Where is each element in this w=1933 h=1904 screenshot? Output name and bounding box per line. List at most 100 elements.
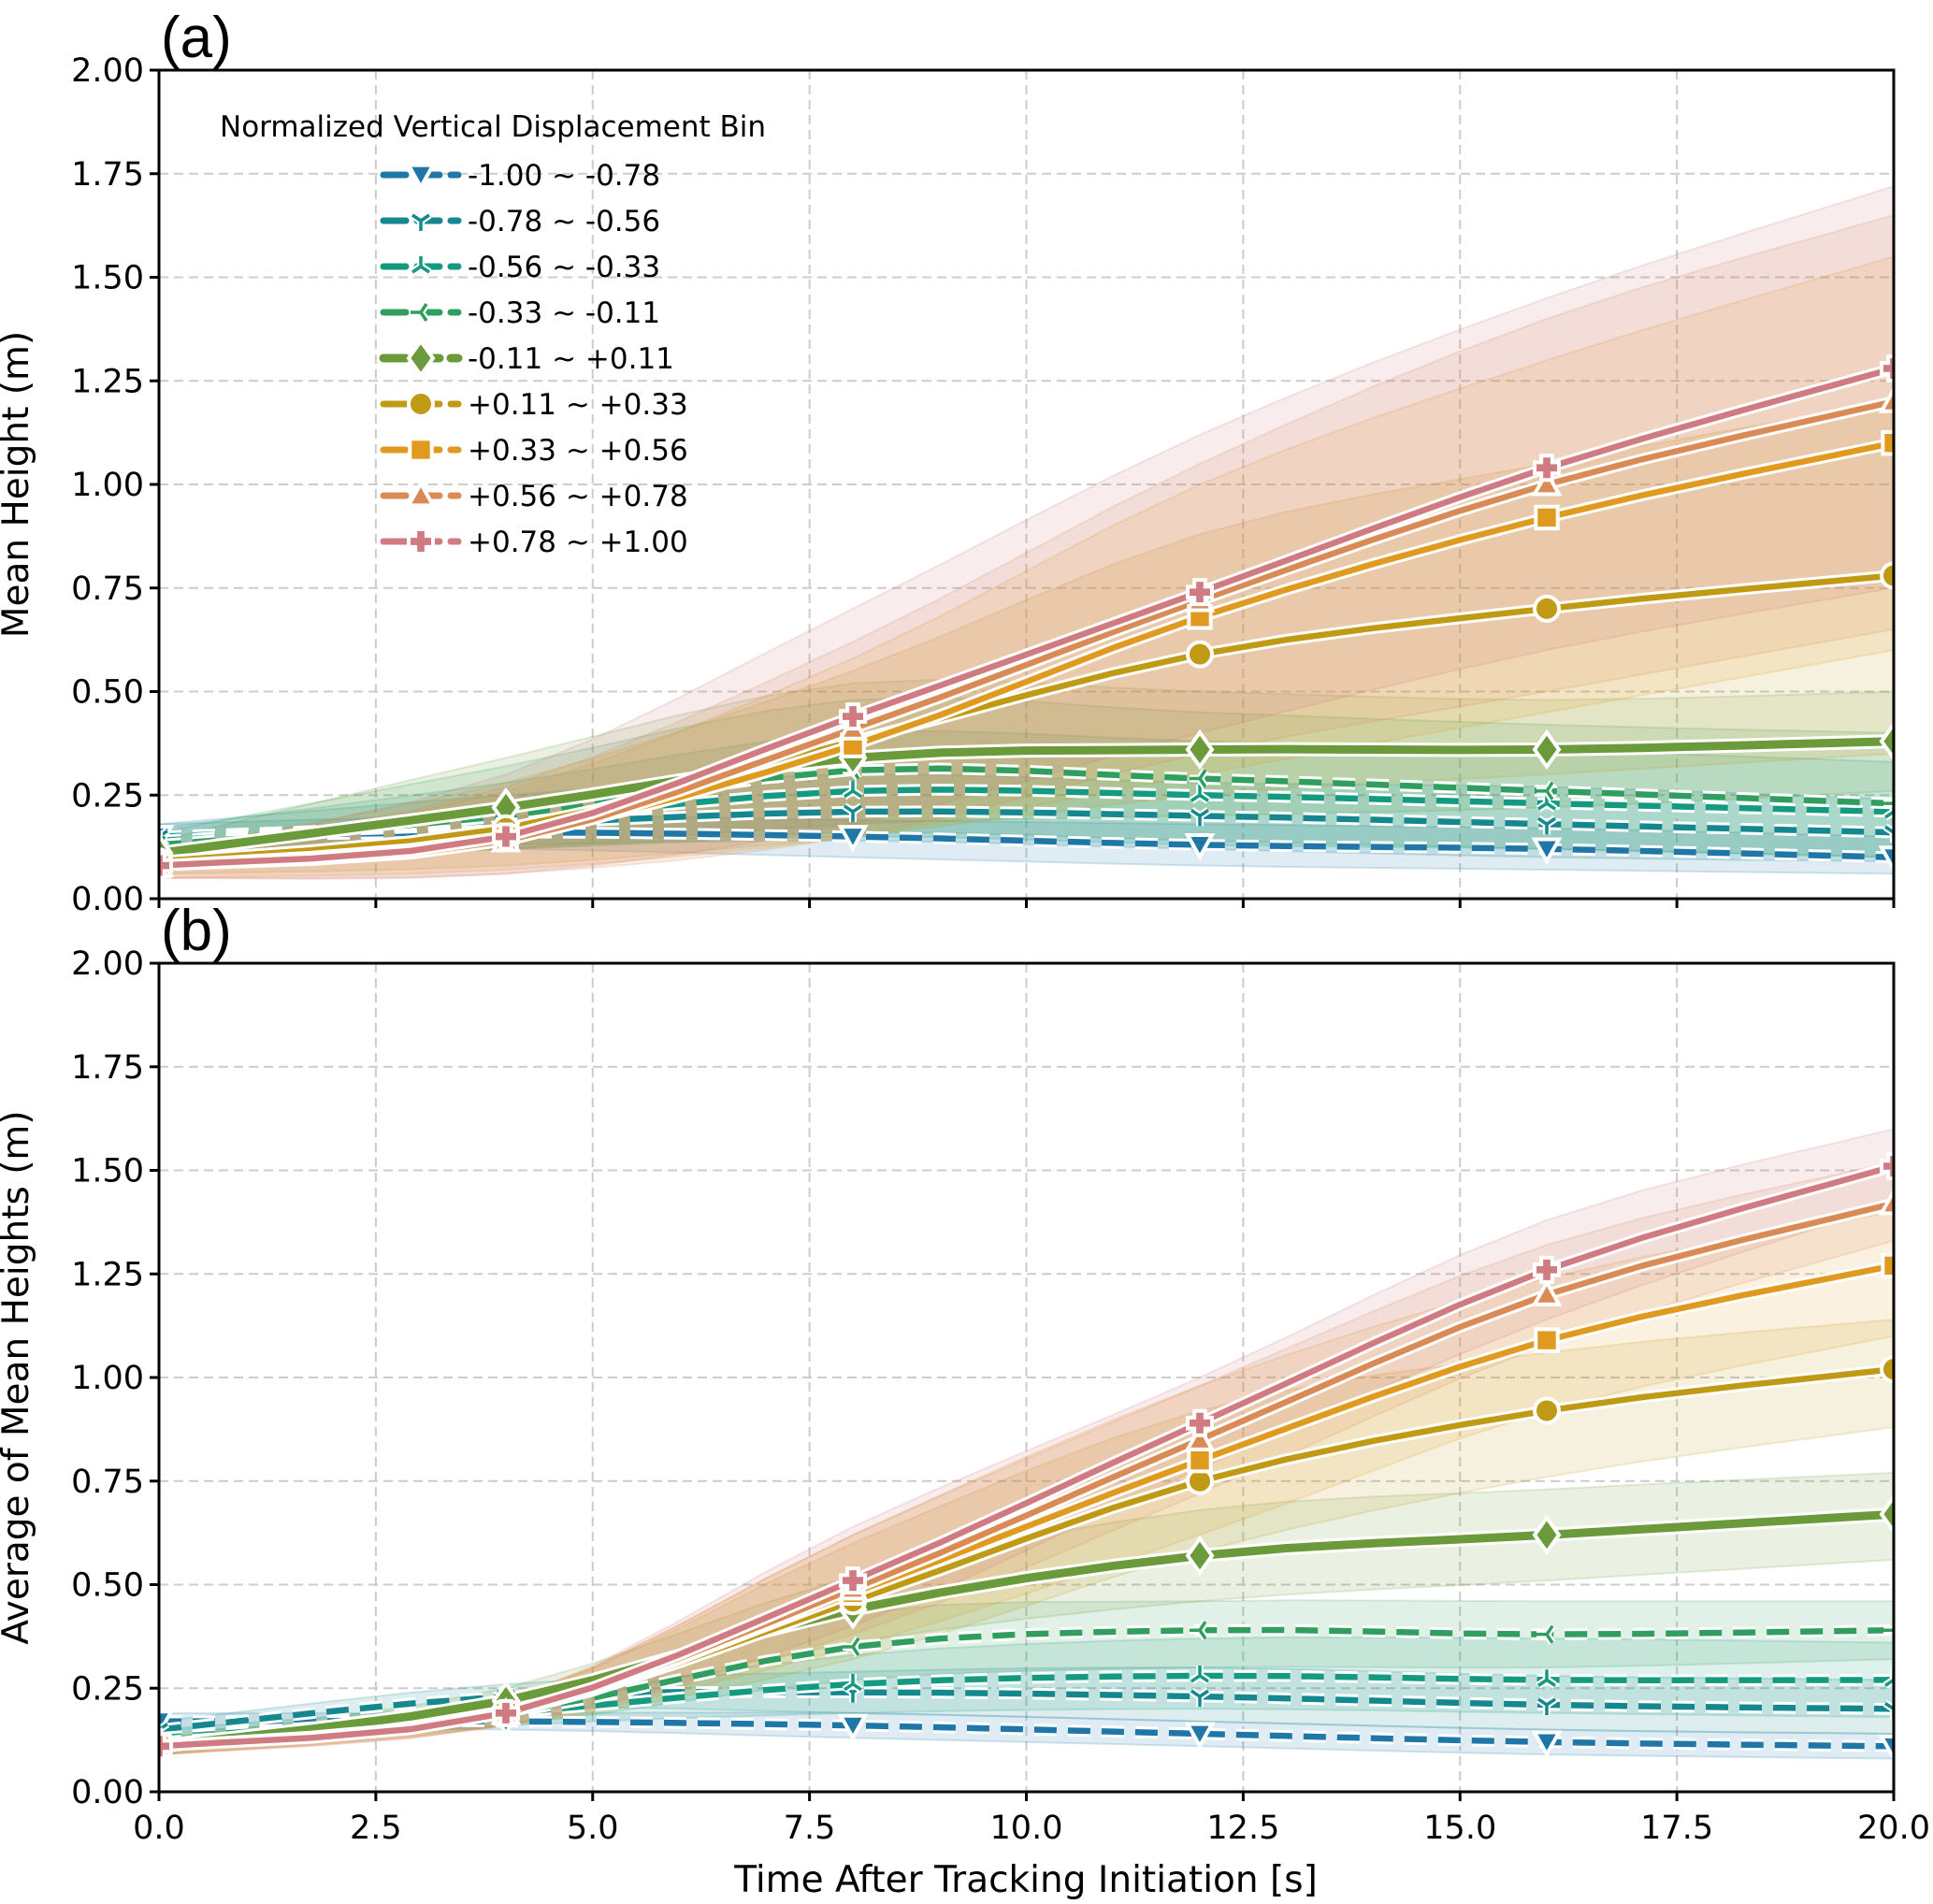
y-axis-label: Average of Mean Heights (m)	[0, 1110, 37, 1644]
data-point	[1880, 1152, 1894, 1181]
data-point	[1878, 1187, 1894, 1216]
y-tick-label: 1.50	[71, 1153, 144, 1190]
legend-label: -0.11 ~ +0.11	[468, 342, 674, 376]
legend-item: -0.56 ~ -0.33	[380, 251, 660, 284]
legend-marker	[407, 390, 435, 418]
data-point	[1533, 1255, 1561, 1284]
y-tick-label: 1.75	[71, 1049, 144, 1087]
series-line	[159, 1509, 1894, 1751]
legend-title: Normalized Vertical Displacement Bin	[220, 110, 766, 144]
legend-label: -1.00 ~ -0.78	[468, 159, 660, 193]
data-point	[1533, 594, 1561, 623]
x-tick-label: 10.0	[990, 1810, 1063, 1847]
legend-marker	[410, 256, 432, 276]
y-tick-label: 0.50	[71, 1567, 144, 1605]
legend-marker	[410, 211, 432, 231]
plot-area	[159, 184, 1894, 880]
y-tick-label: 2.00	[71, 945, 144, 983]
y-tick-label: 1.75	[71, 156, 144, 194]
data-point	[1880, 1355, 1894, 1384]
plot-area	[159, 1128, 1894, 1767]
data-point	[842, 802, 864, 822]
series-line	[159, 737, 1894, 858]
legend-item: -0.33 ~ -0.11	[380, 296, 660, 330]
data-point	[1531, 1730, 1563, 1758]
legend-item: -0.11 ~ +0.11	[379, 338, 674, 379]
legend-label: +0.33 ~ +0.56	[468, 434, 688, 468]
data-point	[1534, 504, 1560, 531]
data-point	[159, 1732, 173, 1761]
legend-item: -1.00 ~ -0.78	[380, 159, 660, 193]
data-point	[1186, 578, 1214, 607]
data-point	[1881, 1252, 1894, 1279]
legend-item: +0.56 ~ +0.78	[380, 479, 688, 513]
legend-label: -0.56 ~ -0.33	[468, 251, 660, 284]
data-point	[1185, 728, 1215, 771]
data-point	[1536, 1695, 1558, 1715]
legend-label: +0.78 ~ +1.00	[468, 526, 688, 559]
data-point	[1879, 721, 1894, 762]
legend-marker	[411, 301, 430, 324]
legend-item: +0.11 ~ +0.33	[380, 388, 688, 422]
data-point	[1536, 815, 1558, 835]
x-tick-label: 5.0	[567, 1810, 619, 1847]
y-tick-label: 1.50	[71, 260, 144, 297]
legend-marker	[408, 437, 434, 463]
y-tick-label: 0.00	[71, 881, 144, 918]
data-point	[492, 1698, 520, 1727]
panel-b: 0.00 0.25 0.50 0.75 1.00 1.25 1.50 1.75 2.00 0.0 2…	[0, 899, 1930, 1847]
data-point	[1536, 1623, 1556, 1645]
x-tick-label: 15.0	[1423, 1810, 1496, 1847]
y-tick-label: 1.00	[71, 467, 144, 504]
series-line	[159, 1689, 1894, 1733]
data-point	[839, 1566, 867, 1595]
x-tick-label: 20.0	[1857, 1810, 1930, 1847]
x-tick-label: 17.5	[1640, 1810, 1713, 1847]
data-point	[1883, 1620, 1894, 1641]
series-line	[159, 1162, 1894, 1750]
legend-marker	[405, 163, 437, 192]
data-point	[837, 825, 869, 853]
data-point	[159, 851, 173, 880]
legend-marker	[407, 527, 435, 555]
data-point	[1186, 640, 1214, 669]
data-point	[1187, 1447, 1213, 1474]
y-tick-label: 1.00	[71, 1360, 144, 1397]
confidence-band	[159, 1711, 1894, 1760]
data-point	[1532, 1514, 1562, 1555]
legend-label: +0.56 ~ +0.78	[468, 480, 688, 513]
data-point	[1534, 1327, 1560, 1353]
data-point	[1189, 807, 1211, 827]
data-point	[1185, 1535, 1215, 1577]
data-point	[1184, 1423, 1216, 1451]
confidence-band	[159, 184, 1894, 880]
x-axis-label: Time After Tracking Initiation [s]	[733, 1859, 1318, 1901]
data-point	[1883, 792, 1894, 815]
data-point	[1880, 561, 1894, 590]
panel-label: (b)	[161, 899, 232, 963]
y-tick-label: 1.25	[71, 363, 144, 400]
legend-item: -0.78 ~ -0.56	[380, 205, 660, 238]
legend: Normalized Vertical Displacement Bin -1.0…	[220, 110, 766, 559]
data-point	[1879, 1493, 1894, 1535]
y-tick-label: 0.75	[71, 570, 144, 608]
y-tick-label: 0.75	[71, 1464, 144, 1501]
legend-item: +0.33 ~ +0.56	[380, 434, 688, 468]
data-point	[1532, 728, 1562, 771]
data-point	[1189, 785, 1211, 804]
data-point	[1189, 1665, 1211, 1685]
confidence-band	[159, 214, 1894, 880]
data-point	[1190, 768, 1209, 789]
panel-label: (a)	[161, 6, 232, 70]
y-tick-label: 0.50	[71, 674, 144, 712]
data-point	[1531, 837, 1563, 865]
data-point	[1536, 780, 1556, 802]
data-point	[1878, 1734, 1894, 1763]
legend-item: +0.78 ~ +1.00	[380, 526, 688, 559]
series-line	[159, 365, 1894, 869]
data-point	[837, 1713, 869, 1742]
confidence-band	[159, 255, 1894, 879]
legend-marker	[405, 479, 437, 508]
y-axis-label: Mean Height (m)	[0, 331, 37, 638]
